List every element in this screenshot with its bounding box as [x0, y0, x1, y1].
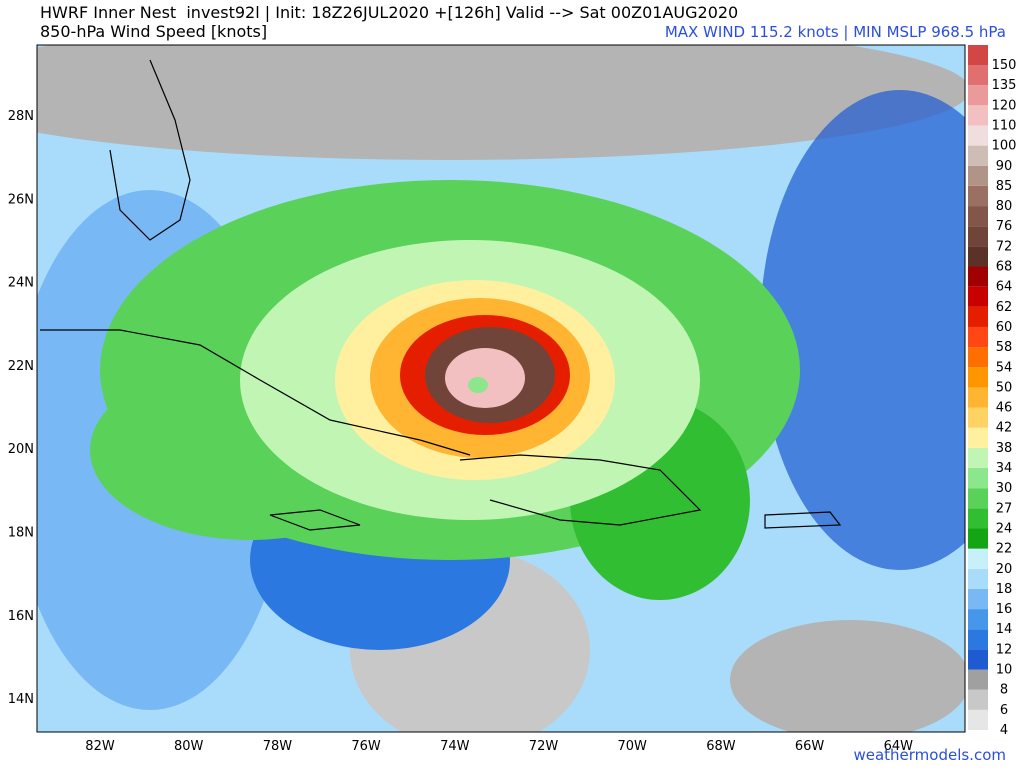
colorbar-label: 30 [996, 481, 1013, 496]
lat-label: 26N [8, 192, 34, 207]
colorbar-label: 16 [996, 602, 1013, 617]
colorbar-swatch [968, 629, 988, 650]
lon-label: 64W [884, 739, 914, 754]
colorbar-label: 120 [992, 98, 1017, 113]
colorbar-swatch [968, 85, 988, 106]
colorbar-label: 4 [1000, 723, 1008, 738]
colorbar-label: 24 [996, 521, 1013, 536]
colorbar-swatch [968, 206, 988, 227]
colorbar-label: 85 [996, 179, 1013, 194]
colorbar-label: 80 [996, 199, 1013, 214]
colorbar-swatch [968, 609, 988, 630]
lon-label: 80W [174, 739, 204, 754]
colorbar-swatch [968, 326, 988, 348]
colorbar-swatch [968, 649, 988, 670]
colorbar-swatch [968, 427, 988, 448]
colorbar-swatch [968, 226, 988, 247]
colorbar-label: 76 [996, 219, 1013, 234]
colorbar-label: 10 [996, 663, 1013, 678]
lat-label: 20N [8, 442, 34, 457]
colorbar-label: 12 [996, 642, 1013, 657]
colorbar-label: 72 [996, 239, 1013, 254]
colorbar-label: 68 [996, 260, 1013, 275]
colorbar-label: 20 [996, 562, 1013, 577]
colorbar-label: 54 [996, 360, 1013, 375]
lat-label: 18N [8, 526, 34, 541]
colorbar-label: 18 [996, 582, 1013, 597]
colorbar-swatch [968, 528, 988, 549]
colorbar-label: 150 [992, 58, 1017, 73]
colorbar-label: 6 [1000, 703, 1008, 718]
colorbar-swatch [968, 185, 988, 207]
colorbar-swatch [968, 165, 988, 186]
colorbar-label: 34 [996, 461, 1013, 476]
lon-label: 68W [706, 739, 736, 754]
colorbar-swatch [968, 387, 988, 408]
colorbar-label: 135 [992, 78, 1017, 93]
colorbar-swatch [968, 407, 988, 428]
colorbar-swatch [968, 468, 988, 489]
colorbar-label: 90 [996, 159, 1013, 174]
colorbar-label: 42 [996, 421, 1013, 436]
colorbar-swatch [968, 145, 988, 166]
lat-label: 16N [8, 609, 34, 624]
lon-label: 76W [351, 739, 381, 754]
lon-label: 78W [263, 739, 293, 754]
colorbar-label: 27 [996, 501, 1013, 516]
colorbar-swatch [968, 266, 988, 287]
colorbar-swatch [968, 246, 988, 267]
colorbar-label: 58 [996, 340, 1013, 355]
lon-label: 72W [529, 739, 559, 754]
colorbar-label: 100 [992, 139, 1017, 154]
colorbar-swatch [968, 347, 988, 368]
lon-label: 70W [617, 739, 647, 754]
colorbar-swatch [968, 548, 988, 569]
lon-label: 82W [85, 739, 115, 754]
colorbar-label: 8 [1000, 683, 1008, 698]
colorbar-swatch [968, 669, 988, 690]
colorbar-swatch [968, 588, 988, 610]
colorbar-swatch [968, 286, 988, 307]
lat-label: 14N [8, 692, 34, 707]
colorbar-label: 110 [992, 118, 1017, 133]
colorbar-label: 60 [996, 320, 1013, 335]
lon-label: 74W [440, 739, 470, 754]
colorbar-swatch [968, 125, 988, 146]
colorbar-label: 64 [996, 280, 1013, 295]
colorbar-swatch [968, 447, 988, 469]
colorbar-swatch [968, 508, 988, 529]
colorbar-swatch [968, 367, 988, 388]
colorbar-label: 38 [996, 441, 1013, 456]
colorbar-label: 14 [996, 622, 1013, 637]
colorbar-label: 46 [996, 401, 1013, 416]
stats: MAX WIND 115.2 knots | MIN MSLP 968.5 hP… [665, 23, 1006, 41]
lat-label: 24N [8, 276, 34, 291]
colorbar-label: 50 [996, 380, 1013, 395]
lat-label: 22N [8, 359, 34, 374]
title: HWRF Inner Nest invest92l | Init: 18Z26J… [40, 3, 738, 22]
watermark: weathermodels.com [853, 746, 1006, 764]
colorbar-label: 22 [996, 542, 1013, 557]
lat-label: 28N [8, 109, 34, 124]
colorbar-swatch [968, 65, 988, 86]
colorbar-swatch [968, 488, 988, 509]
subtitle: 850-hPa Wind Speed [knots] [40, 22, 267, 41]
colorbar-swatch [968, 105, 988, 126]
colorbar-swatch [968, 568, 988, 589]
colorbar-swatch [968, 689, 988, 710]
colorbar-swatch [968, 45, 988, 65]
colorbar-swatch [968, 306, 988, 327]
lon-label: 66W [795, 739, 825, 754]
map-area [36, 44, 966, 733]
colorbar-label: 62 [996, 300, 1013, 315]
colorbar-swatch [968, 709, 988, 730]
